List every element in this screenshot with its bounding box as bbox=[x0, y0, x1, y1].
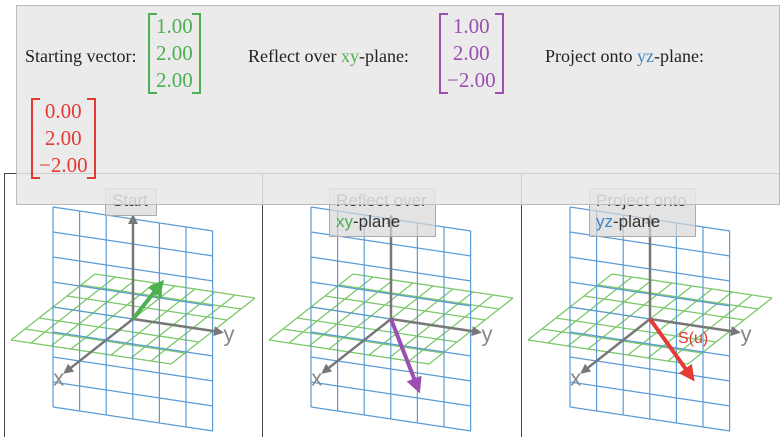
text: xy bbox=[336, 212, 353, 231]
entry: 2.00 bbox=[452, 41, 490, 65]
vector-arrow bbox=[131, 279, 164, 321]
axis bbox=[321, 318, 392, 374]
axis bbox=[132, 317, 224, 337]
text: xy bbox=[340, 46, 359, 66]
text: yz bbox=[596, 212, 613, 231]
axis-label: x bbox=[311, 365, 322, 390]
vector-arrow bbox=[389, 318, 422, 394]
vector: 1.00 2.00 −2.00 bbox=[439, 13, 504, 94]
wall-grid bbox=[52, 406, 214, 432]
text: -plane: bbox=[358, 46, 409, 66]
wall-grid bbox=[310, 331, 472, 357]
vector-label: S(u) bbox=[678, 330, 708, 347]
equation-bar: Starting vector: 1.00 2.00 2.00 Reflect … bbox=[16, 5, 780, 205]
entry: 2.00 bbox=[156, 68, 193, 92]
axis-label: y bbox=[741, 321, 752, 346]
text: -plane: bbox=[654, 46, 704, 66]
vector: 1.00 2.00 2.00 bbox=[148, 13, 201, 94]
wall-grid bbox=[310, 406, 472, 432]
entry: 2.00 bbox=[156, 41, 193, 65]
entry: 1.00 bbox=[156, 14, 193, 38]
text: Reflect over bbox=[248, 46, 341, 66]
text: -plane bbox=[613, 212, 661, 231]
axis bbox=[390, 317, 482, 337]
statement-label: Project onto yz-plane: bbox=[545, 46, 704, 67]
view-panel: Start xyu bbox=[4, 173, 263, 437]
entry: −2.00 bbox=[447, 68, 496, 92]
axis-label: y bbox=[224, 321, 235, 346]
entry: 0.00 bbox=[44, 99, 82, 123]
text: yz bbox=[637, 46, 654, 66]
text: Starting vector: bbox=[25, 46, 137, 66]
text: Project onto bbox=[545, 46, 637, 66]
entry: 1.00 bbox=[452, 14, 490, 38]
wall-grid bbox=[310, 381, 472, 407]
entry: 2.00 bbox=[44, 126, 82, 150]
axis bbox=[580, 318, 651, 374]
axis-label: x bbox=[570, 365, 581, 390]
text: -plane bbox=[353, 212, 401, 231]
entry: −2.00 bbox=[39, 153, 88, 177]
axis-label: x bbox=[53, 365, 64, 390]
axis-label: y bbox=[482, 321, 493, 346]
vector: 0.00 2.00 −2.00 bbox=[31, 98, 96, 179]
axis bbox=[63, 318, 134, 374]
vector-arrow bbox=[648, 317, 695, 382]
vector-label: u bbox=[154, 286, 163, 303]
wall-grid bbox=[569, 331, 731, 357]
wall-grid bbox=[569, 406, 731, 432]
wall-grid bbox=[569, 381, 731, 407]
scene: x y S(u) bbox=[527, 206, 773, 432]
wall-grid bbox=[52, 331, 214, 357]
statement-label: Reflect over xy-plane: bbox=[248, 46, 409, 67]
wall-grid bbox=[52, 381, 214, 407]
axis bbox=[649, 317, 741, 337]
scene: x y u bbox=[10, 206, 256, 432]
statement-label: Starting vector: bbox=[25, 46, 136, 67]
